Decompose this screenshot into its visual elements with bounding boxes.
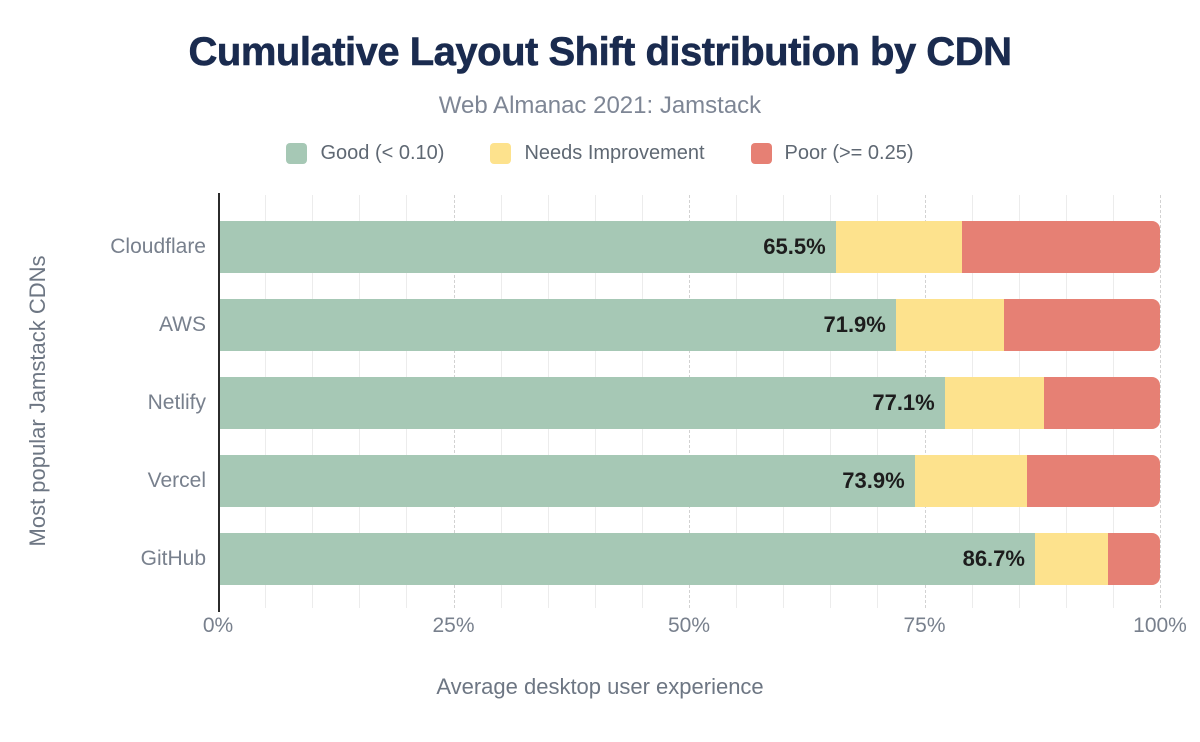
y-axis-line (218, 193, 220, 612)
legend-label: Poor (>= 0.25) (784, 142, 914, 164)
category-label-netlify: Netlify (147, 391, 206, 414)
bar-segment-poor (1003, 299, 1160, 351)
bar-row-github: 86.7% (220, 533, 1160, 585)
bar-segment-good: 77.1% (220, 377, 945, 429)
legend-swatch-needs-improvement (490, 143, 512, 164)
bar-segment-needs-improvement (835, 221, 962, 273)
bar-segment-poor (1108, 533, 1160, 585)
legend-item-needs-improvement: Needs Improvement (490, 142, 705, 165)
legend: Good (< 0.10) Needs Improvement Poor (>= 0… (0, 142, 1200, 165)
chart-title: Cumulative Layout Shift distribution by … (188, 30, 1012, 75)
category-label-cloudflare: Cloudflare (110, 235, 206, 258)
bar-segment-good: 73.9% (220, 455, 915, 507)
gridline-major (1160, 195, 1161, 608)
bar-segment-good: 86.7% (220, 533, 1035, 585)
x-tick-label: 50% (667, 614, 711, 637)
category-label-vercel: Vercel (147, 469, 206, 492)
bar-segment-needs-improvement (1034, 533, 1109, 585)
bar-row-netlify: 77.1% (220, 377, 1160, 429)
bar-segment-needs-improvement (944, 377, 1045, 429)
x-tick-label: 0% (202, 614, 234, 637)
bar-row-cloudflare: 65.5% (220, 221, 1160, 273)
legend-swatch-good (286, 143, 308, 164)
bar-value-label: 65.5% (763, 234, 826, 259)
bar-segment-good: 71.9% (220, 299, 896, 351)
x-axis-title: Average desktop user experience (436, 674, 764, 699)
category-label-github: GitHub (140, 547, 206, 570)
bar-value-label: 73.9% (842, 468, 905, 493)
bar-value-label: 71.9% (823, 312, 886, 337)
legend-swatch-poor (750, 143, 772, 164)
x-tick-label: 100% (1133, 614, 1187, 637)
category-label-aws: AWS (158, 313, 206, 336)
x-tick-label: 75% (903, 614, 946, 637)
legend-label: Good (< 0.10) (320, 142, 445, 164)
bar-segment-needs-improvement (914, 455, 1028, 507)
legend-label: Needs Improvement (524, 142, 705, 164)
legend-item-good: Good (< 0.10) (286, 142, 444, 165)
bar-value-label: 77.1% (872, 390, 935, 415)
plot-area: 65.5% 71.9% 77.1% 73.9% 86.7% (218, 193, 1161, 612)
bar-segment-poor (1027, 455, 1160, 507)
chart-subtitle: Web Almanac 2021: Jamstack (438, 92, 762, 119)
bar-row-aws: 71.9% (220, 299, 1160, 351)
bar-segment-poor (1044, 377, 1160, 429)
x-tick-label: 25% (432, 614, 475, 637)
bar-value-label: 86.7% (962, 546, 1025, 571)
bar-row-vercel: 73.9% (220, 455, 1160, 507)
bar-segment-good: 65.5% (220, 221, 836, 273)
legend-item-poor: Poor (>= 0.25) (750, 142, 914, 165)
bar-segment-needs-improvement (895, 299, 1004, 351)
bar-segment-poor (961, 221, 1160, 273)
